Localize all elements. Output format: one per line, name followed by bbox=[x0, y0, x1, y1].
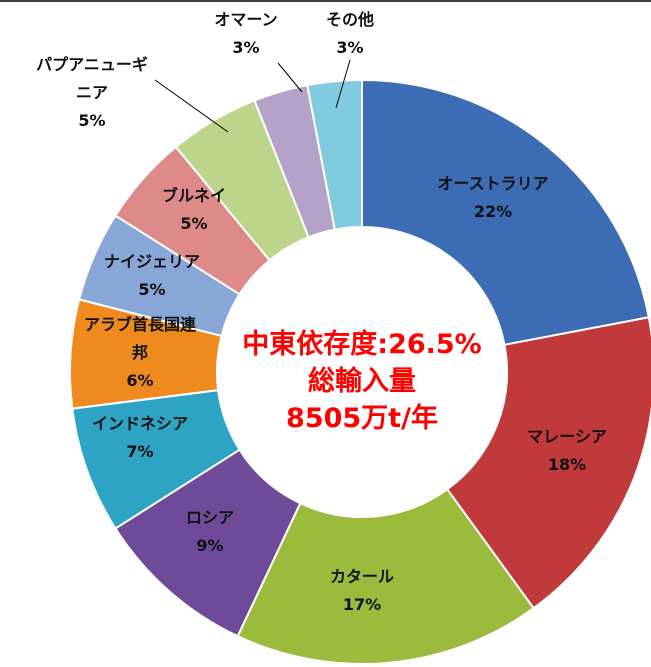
category-label: オマーン bbox=[214, 10, 278, 29]
value-label: 9% bbox=[196, 536, 224, 555]
value-label: 18% bbox=[547, 455, 587, 474]
slice-label: ナイジェリア 5% bbox=[52, 248, 252, 304]
category-label: カタール bbox=[329, 567, 394, 586]
category-label: アラブ首長国連邦 bbox=[83, 315, 196, 362]
category-label: マレーシア bbox=[527, 427, 607, 446]
category-label: オーストラリア bbox=[437, 174, 549, 193]
leader-line bbox=[335, 59, 351, 109]
slice-label: パプアニューギニア 5% bbox=[31, 51, 153, 135]
leader-line bbox=[277, 62, 303, 93]
value-label: 5% bbox=[180, 214, 208, 233]
value-label: 17% bbox=[342, 595, 382, 614]
slice bbox=[361, 78, 650, 346]
category-label: ブルネイ bbox=[161, 186, 226, 205]
value-label: 3% bbox=[232, 38, 260, 57]
value-label: 3% bbox=[336, 38, 364, 57]
category-label: その他 bbox=[325, 10, 374, 29]
slice-label: ロシア 9% bbox=[110, 504, 310, 560]
value-label: 7% bbox=[126, 442, 154, 461]
value-label: 5% bbox=[78, 111, 106, 130]
slice-label: ブルネイ 5% bbox=[94, 182, 294, 238]
slice-label: カタール 17% bbox=[262, 563, 462, 619]
category-label: ロシア bbox=[185, 508, 234, 527]
slice-label: インドネシア 7% bbox=[40, 410, 240, 466]
category-label: パプアニューギニア bbox=[36, 55, 148, 102]
center-line: 中東依存度:26.5% bbox=[242, 329, 482, 360]
center-line: 8505万t/年 bbox=[286, 403, 438, 434]
value-label: 5% bbox=[138, 280, 166, 299]
leader-line bbox=[154, 79, 229, 133]
center-line: 総輸入量 bbox=[308, 366, 416, 397]
slice-label: その他 3% bbox=[250, 6, 450, 62]
slice-label: アラブ首長国連邦 6% bbox=[79, 311, 201, 395]
slice-label: マレーシア 18% bbox=[467, 423, 651, 479]
slice-label: オマーン 3% bbox=[146, 6, 346, 62]
slice bbox=[236, 487, 536, 665]
slice bbox=[306, 78, 363, 231]
value-label: 6% bbox=[126, 371, 154, 390]
center-text: 中東依存度:26.5% 総輸入量 8505万t/年 bbox=[212, 326, 512, 437]
category-label: ナイジェリア bbox=[103, 252, 200, 271]
value-label: 22% bbox=[473, 202, 513, 221]
slice bbox=[445, 316, 651, 610]
slice-label: オーストラリア 22% bbox=[393, 170, 593, 226]
category-label: インドネシア bbox=[91, 414, 188, 433]
